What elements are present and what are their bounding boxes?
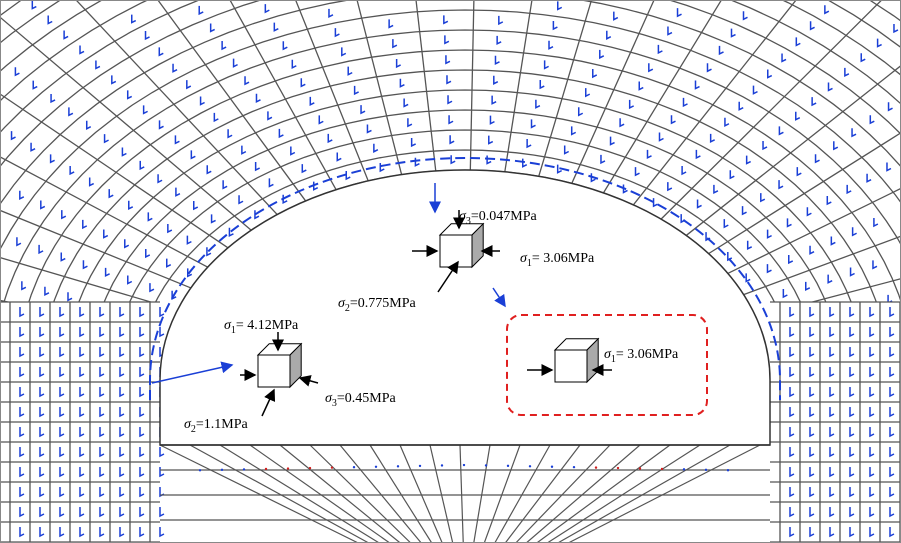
floor-dot — [683, 468, 685, 470]
floor-dot — [441, 464, 443, 466]
floor-dot — [199, 469, 201, 471]
floor-dot — [331, 466, 333, 468]
floor-dot — [551, 466, 553, 468]
tunnel-diagram: σ3=0.047MPaσ1= 3.06MPaσ2=0.775MPaσ1= 4.1… — [0, 0, 901, 543]
value: = 3.06MPa — [532, 251, 595, 266]
floor-dot — [463, 464, 465, 466]
floor-dot — [485, 464, 487, 466]
floor-dot — [529, 465, 531, 467]
floor-dot — [243, 468, 245, 470]
floor-dot — [419, 465, 421, 467]
floor-dot — [375, 466, 377, 468]
floor-dot — [661, 468, 663, 470]
cube-front — [555, 350, 587, 382]
floor-dot — [353, 466, 355, 468]
floor-dot — [309, 467, 311, 469]
floor-dot — [221, 469, 223, 471]
floor-dot — [397, 465, 399, 467]
floor-dot — [617, 467, 619, 469]
cube-front — [258, 355, 290, 387]
value: = 3.06MPa — [616, 347, 679, 362]
floor-dot — [595, 466, 597, 468]
floor-dot — [265, 468, 267, 470]
value: =0.047MPa — [471, 209, 538, 224]
value: = 4.12MPa — [236, 318, 299, 333]
value: =1.1MPa — [196, 417, 249, 432]
value: =0.45MPa — [337, 391, 397, 406]
floor-dot — [727, 469, 729, 471]
floor-dot — [287, 467, 289, 469]
floor-dot — [507, 465, 509, 467]
floor-dot — [705, 469, 707, 471]
cube-front — [440, 235, 472, 267]
floor-dot — [639, 467, 641, 469]
value: =0.775MPa — [350, 296, 417, 311]
floor-dot — [573, 466, 575, 468]
